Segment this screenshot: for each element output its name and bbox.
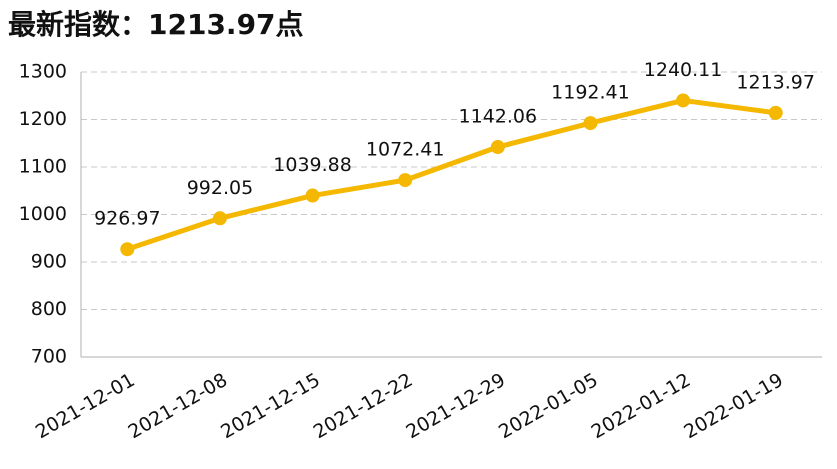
point [120, 242, 135, 257]
data-label: 1142.06 [459, 106, 538, 128]
data-label: 992.05 [187, 177, 253, 199]
x-tick-label: 2021-12-01 [32, 369, 139, 443]
data-label: 1039.88 [273, 154, 352, 176]
x-tick-label: 2021-12-08 [125, 369, 232, 443]
point [305, 188, 320, 203]
point [768, 105, 783, 120]
data-label: 1213.97 [736, 71, 815, 93]
y-tick-label: 700 [31, 346, 67, 368]
data-label: 1072.41 [366, 139, 445, 161]
x-tick-label: 2022-01-05 [495, 369, 602, 443]
y-tick-label: 1100 [19, 156, 67, 178]
data-label: 1192.41 [551, 82, 630, 104]
y-tick-label: 1200 [19, 108, 67, 130]
y-tick-label: 900 [31, 251, 67, 273]
y-tick-label: 1000 [19, 203, 67, 225]
y-tick-label: 800 [31, 298, 67, 320]
data-label: 1240.11 [644, 59, 723, 81]
point [398, 173, 413, 188]
x-tick-label: 2021-12-29 [402, 369, 509, 443]
x-tick-label: 2021-12-22 [310, 369, 417, 443]
point [676, 93, 691, 108]
chart-title: 最新指数：1213.97点 [8, 8, 304, 41]
data-label: 926.97 [94, 208, 160, 230]
x-tick-label: 2022-01-12 [588, 369, 695, 443]
x-tick-label: 2021-12-15 [217, 369, 324, 443]
point [490, 140, 505, 155]
point [212, 211, 227, 226]
line [126, 97, 777, 252]
point [583, 116, 598, 131]
y-tick-label: 1300 [19, 61, 67, 83]
x-tick-label: 2022-01-19 [680, 369, 787, 443]
